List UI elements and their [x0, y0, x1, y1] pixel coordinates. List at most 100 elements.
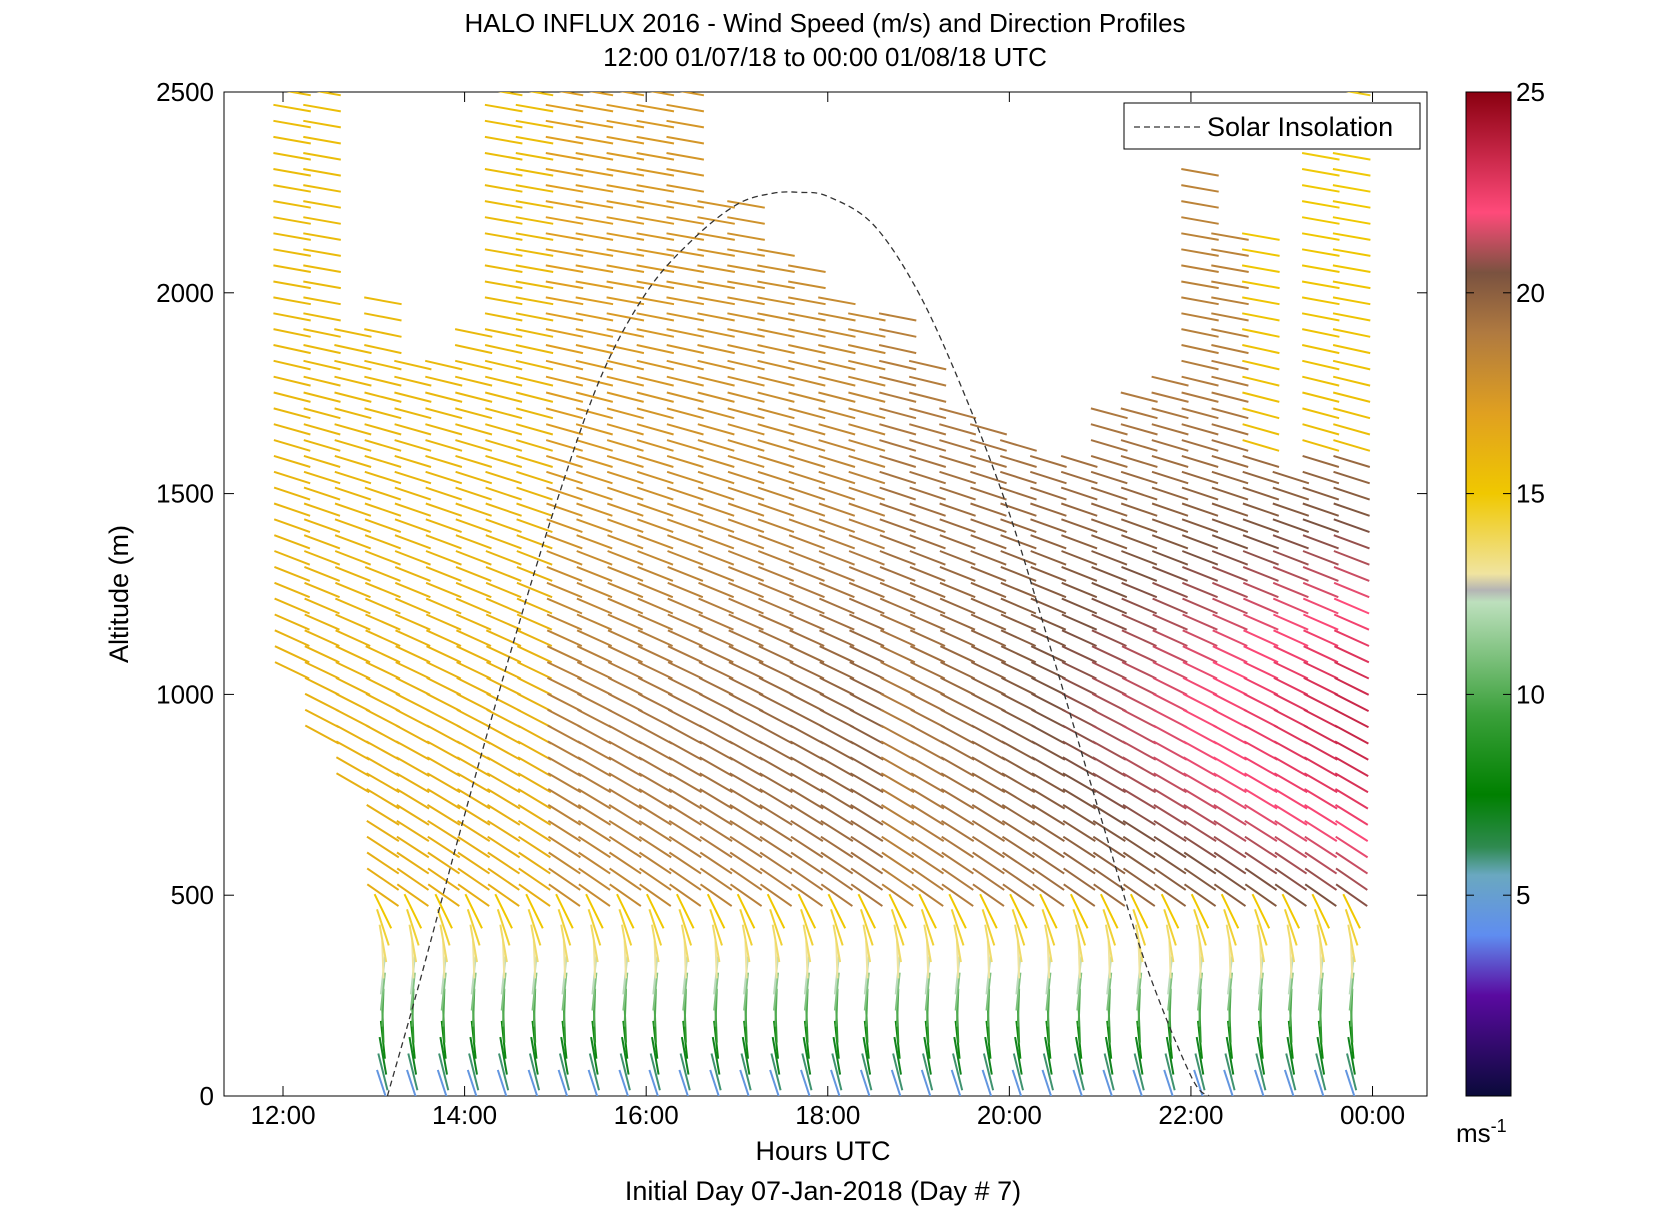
wind-vector: [1273, 692, 1309, 712]
wind-vector: [789, 661, 825, 680]
wind-vector: [739, 908, 753, 946]
wind-vector: [971, 756, 1006, 777]
wind-vector: [1333, 597, 1370, 615]
wind-vector: [1092, 788, 1127, 810]
wind-vector: [788, 454, 826, 468]
wind-vector: [680, 1036, 690, 1075]
wind-vector: [862, 1036, 872, 1075]
wind-vector: [1030, 677, 1066, 696]
wind-vector: [940, 772, 975, 794]
wind-vector: [1136, 972, 1143, 1011]
wind-vector: [1120, 486, 1158, 501]
wind-vector: [1213, 756, 1247, 777]
wind-vector: [303, 216, 341, 225]
wind-vector: [1333, 486, 1371, 501]
wind-vector: [394, 534, 432, 550]
wind-vector: [335, 740, 370, 761]
wind-vector: [1244, 867, 1278, 891]
wind-vector: [1130, 893, 1149, 929]
wind-vector: [848, 550, 885, 566]
wind-vector: [547, 756, 582, 777]
wind-vector: [484, 232, 523, 241]
wind-vector: [455, 470, 493, 485]
wind-vector: [403, 893, 423, 929]
wind-vector: [667, 661, 703, 680]
wind-vector: [1332, 200, 1371, 209]
wind-vector: [486, 804, 521, 826]
wind-vector: [727, 502, 765, 517]
wind-vector: [1332, 152, 1371, 161]
wind-vector: [1092, 772, 1127, 794]
wind-vector: [698, 677, 734, 696]
wind-vector: [1244, 788, 1278, 810]
wind-vector: [1302, 423, 1340, 436]
wind-vector: [1090, 439, 1128, 452]
wind-vector: [728, 677, 764, 696]
wind-vector: [1152, 645, 1188, 664]
wind-vector: [1030, 550, 1067, 566]
wind-vector: [1304, 835, 1338, 859]
wind-vector: [848, 597, 885, 615]
wind-vector: [849, 788, 884, 810]
wind-vector: [651, 1036, 660, 1075]
wind-vector: [727, 470, 765, 485]
wind-vector: [545, 200, 584, 209]
wind-vector: [577, 819, 612, 842]
wind-vector: [666, 328, 705, 338]
wind-vector: [1211, 248, 1249, 257]
wind-vector: [788, 502, 826, 517]
wind-vector: [984, 1036, 993, 1075]
wind-vector: [818, 296, 856, 306]
wind-vector: [609, 883, 642, 907]
wind-vector: [1073, 1053, 1085, 1091]
wind-vector: [1332, 312, 1371, 322]
wind-vector: [606, 152, 645, 161]
wind-vector: [590, 1036, 599, 1075]
wind-vector: [304, 565, 341, 582]
wind-vector: [1212, 613, 1248, 631]
wind-vector: [637, 645, 673, 664]
wind-vector: [1122, 724, 1157, 745]
wind-vector: [744, 940, 748, 979]
wind-vector: [911, 819, 945, 842]
wind-vector: [455, 597, 492, 615]
wind-vector: [606, 407, 644, 420]
wind-vector: [395, 613, 431, 631]
wind-vector: [395, 661, 431, 680]
wind-vector: [1030, 661, 1066, 680]
wind-vector: [456, 740, 491, 761]
wind-vector: [727, 232, 765, 241]
wind-vector: [636, 454, 674, 468]
wind-vector: [1197, 972, 1203, 1011]
wind-vector: [486, 740, 521, 761]
wind-vector: [1273, 677, 1309, 696]
wind-vector: [940, 804, 975, 826]
wind-vector: [1000, 645, 1037, 664]
wind-vector: [1153, 804, 1187, 826]
wind-vector: [668, 804, 702, 826]
wind-vector: [515, 375, 554, 387]
wind-vector: [1347, 1036, 1356, 1075]
wind-vector: [1122, 835, 1156, 859]
wind-vector: [486, 708, 521, 729]
wind-vector: [364, 565, 401, 582]
wind-vector: [970, 502, 1007, 517]
wind-vector: [304, 629, 340, 647]
wind-vector: [334, 502, 372, 517]
wind-vector: [818, 375, 856, 387]
wind-vector: [788, 264, 826, 273]
wind-vector: [848, 454, 886, 468]
wind-vector: [878, 359, 917, 371]
wind-vector: [515, 280, 554, 290]
wind-vector: [699, 772, 734, 794]
wind-vector: [334, 439, 372, 452]
wind-vector: [497, 92, 523, 97]
wind-vector: [818, 470, 856, 485]
wind-vector: [697, 248, 735, 257]
wind-vector: [848, 518, 886, 534]
wind-vector: [1165, 924, 1175, 963]
wind-vector: [757, 248, 795, 257]
wind-vector: [880, 661, 916, 680]
wind-vector: [939, 502, 976, 517]
wind-vector: [1243, 677, 1279, 696]
